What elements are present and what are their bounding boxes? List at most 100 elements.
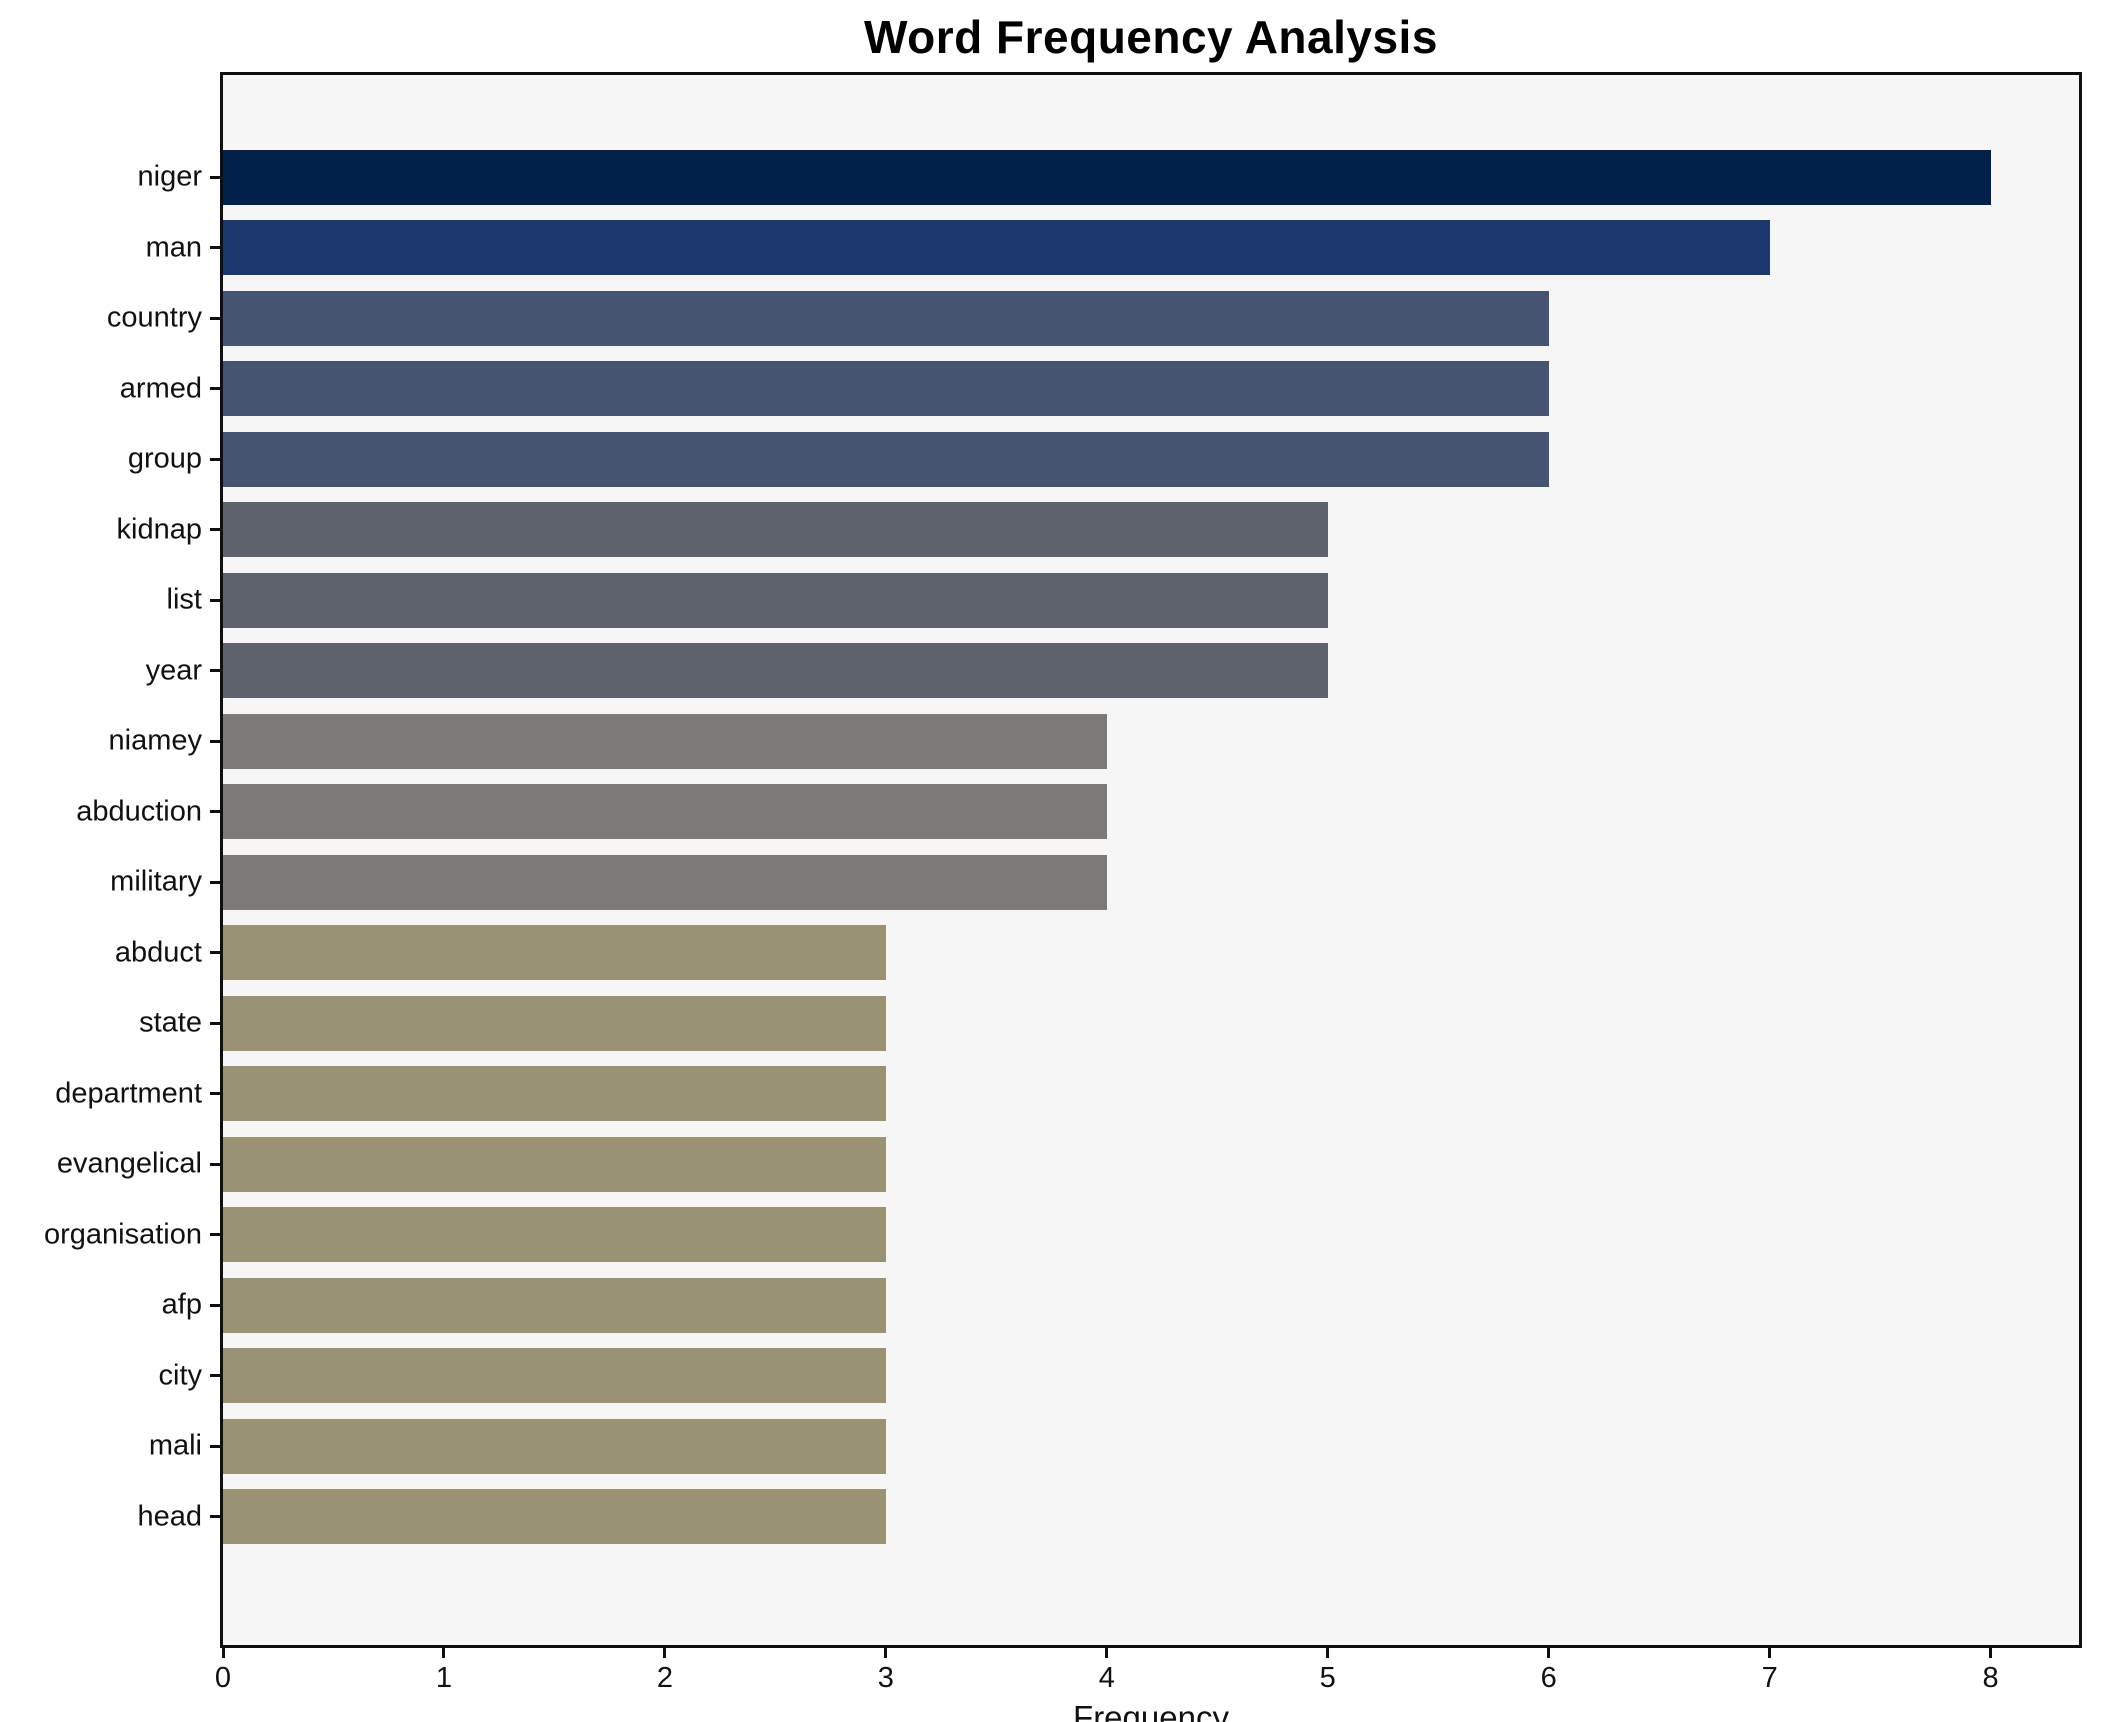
bar-row-niamey: niamey — [109, 706, 2079, 777]
bar-row-head: head — [137, 1482, 2079, 1553]
y-tick-label-abduct: abduct — [114, 936, 202, 969]
x-tick-label-8: 8 — [1982, 1662, 1999, 1694]
bar-row-country: country — [107, 283, 2079, 354]
bars-container: niger man country armed group kidnap list year n… — [44, 75, 2079, 1645]
bar-year — [223, 643, 1328, 699]
bar-man — [223, 220, 1770, 276]
chart-title: Word Frequency Analysis — [864, 11, 1438, 63]
bar-niamey — [223, 713, 1107, 769]
y-tick-label-year: year — [145, 654, 202, 687]
y-tick-label-niger: niger — [137, 160, 203, 193]
y-tick-label-military: military — [110, 865, 202, 898]
bar-list — [223, 572, 1328, 628]
y-tick-man — [210, 246, 220, 250]
x-tick-5 — [1326, 1648, 1330, 1658]
y-tick-label-mali: mali — [148, 1429, 202, 1462]
y-tick-mali — [210, 1444, 220, 1448]
y-tick-head — [210, 1515, 220, 1519]
y-tick-label-armed: armed — [119, 372, 202, 405]
y-tick-city — [210, 1374, 220, 1378]
y-tick-label-kidnap: kidnap — [116, 513, 202, 546]
bar-department — [223, 1066, 886, 1122]
x-tick-8 — [1989, 1648, 1993, 1658]
bar-military — [223, 854, 1107, 910]
y-tick-label-head: head — [137, 1500, 202, 1533]
y-tick-kidnap — [210, 528, 220, 532]
y-tick-armed — [210, 387, 220, 391]
bar-row-group: group — [128, 424, 2079, 495]
bar-group — [223, 431, 1549, 487]
y-tick-label-afp: afp — [161, 1288, 202, 1321]
y-tick-niger — [210, 175, 220, 179]
bar-row-city: city — [159, 1341, 2079, 1412]
y-tick-year — [210, 669, 220, 673]
y-tick-label-organisation: organisation — [44, 1218, 202, 1251]
bar-row-organisation: organisation — [44, 1200, 2079, 1271]
bar-kidnap — [223, 502, 1328, 558]
x-tick-6 — [1547, 1648, 1551, 1658]
bar-row-mali: mali — [149, 1411, 2079, 1482]
x-tick-label-1: 1 — [435, 1662, 453, 1694]
y-tick-label-country: country — [106, 301, 202, 334]
x-tick-label-6: 6 — [1540, 1662, 1557, 1694]
bar-row-abduct: abduct — [115, 918, 2079, 989]
y-tick-label-group: group — [127, 442, 202, 475]
y-tick-organisation — [210, 1233, 220, 1237]
y-tick-label-city: city — [158, 1359, 203, 1392]
bar-afp — [223, 1277, 886, 1333]
bar-head — [223, 1489, 886, 1545]
y-tick-label-state: state — [139, 1006, 202, 1039]
bar-abduct — [223, 925, 886, 981]
y-tick-list — [210, 598, 220, 602]
bar-niger — [223, 149, 1991, 205]
x-tick-0 — [221, 1648, 225, 1658]
bar-organisation — [223, 1207, 886, 1263]
x-tick-1 — [442, 1648, 446, 1658]
bar-row-department: department — [55, 1059, 2079, 1130]
bar-row-man: man — [146, 213, 2079, 284]
y-tick-label-man: man — [145, 231, 202, 264]
bar-row-afp: afp — [162, 1270, 2079, 1341]
bar-state — [223, 995, 886, 1051]
x-tick-3 — [884, 1648, 888, 1658]
bar-abduction — [223, 784, 1107, 840]
bar-country — [223, 290, 1549, 346]
bar-row-military: military — [110, 847, 2079, 918]
x-tick-label-0: 0 — [214, 1662, 232, 1694]
y-tick-department — [210, 1092, 220, 1096]
plot-area: niger man country armed group kidnap list year n… — [44, 72, 2082, 1722]
x-axis-title: Frequency — [1073, 1699, 1229, 1722]
y-tick-abduct — [210, 951, 220, 955]
y-tick-niamey — [210, 739, 220, 743]
x-tick-2 — [663, 1648, 667, 1658]
bar-mali — [223, 1418, 886, 1474]
bar-row-list: list — [167, 565, 2079, 636]
y-tick-label-niamey: niamey — [108, 724, 203, 757]
x-tick-4 — [1105, 1648, 1109, 1658]
y-tick-abduction — [210, 810, 220, 814]
y-tick-state — [210, 1021, 220, 1025]
bar-evangelical — [223, 1136, 886, 1192]
y-tick-military — [210, 880, 220, 884]
y-tick-afp — [210, 1303, 220, 1307]
bar-armed — [223, 361, 1549, 417]
x-tick-label-5: 5 — [1319, 1662, 1336, 1694]
x-tick-label-2: 2 — [656, 1662, 673, 1694]
y-tick-group — [210, 457, 220, 461]
y-tick-label-department: department — [55, 1077, 202, 1110]
x-tick-label-3: 3 — [877, 1662, 894, 1694]
bar-row-evangelical: evangelical — [57, 1129, 2079, 1200]
bar-row-year: year — [146, 636, 2079, 707]
x-tick-label-7: 7 — [1761, 1662, 1778, 1694]
y-tick-evangelical — [210, 1162, 220, 1166]
bar-city — [223, 1348, 886, 1404]
y-tick-label-abduction: abduction — [76, 795, 202, 828]
y-tick-country — [210, 316, 220, 320]
x-tick-7 — [1768, 1648, 1772, 1658]
bar-row-armed: armed — [120, 354, 2079, 425]
bar-row-state: state — [139, 988, 2079, 1059]
y-tick-label-evangelical: evangelical — [56, 1147, 202, 1180]
y-tick-label-list: list — [166, 583, 202, 616]
bar-row-abduction: abduction — [76, 777, 2079, 848]
